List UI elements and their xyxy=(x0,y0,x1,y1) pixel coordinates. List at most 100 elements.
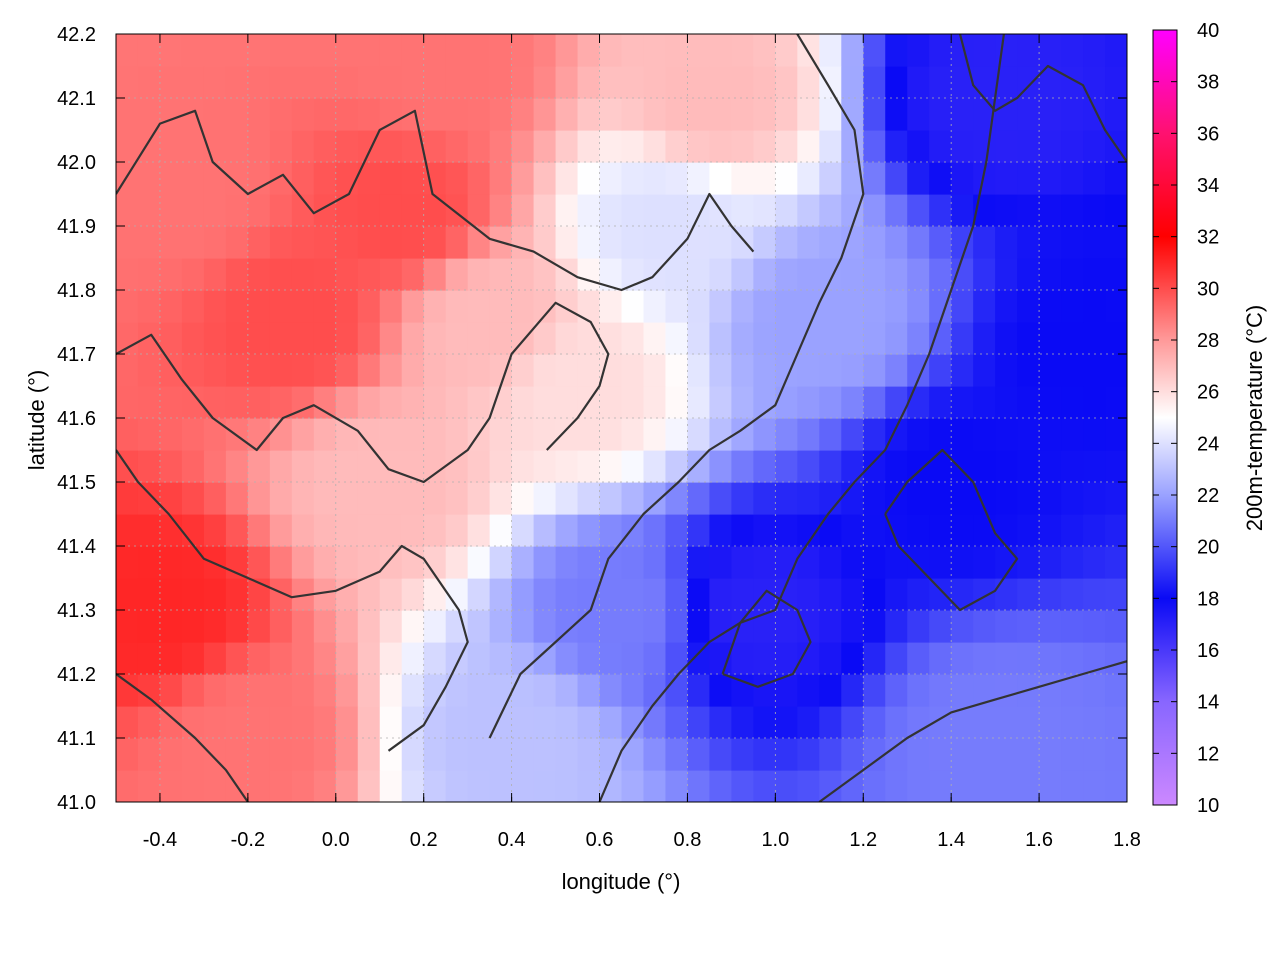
heatmap-cell xyxy=(621,226,645,259)
heatmap-cell xyxy=(313,66,337,99)
heatmap-cell xyxy=(533,418,557,451)
heatmap-cell xyxy=(1083,450,1106,483)
heatmap-cell xyxy=(291,706,315,739)
heatmap-cell xyxy=(379,322,403,355)
heatmap-cell xyxy=(423,194,447,227)
heatmap-cell xyxy=(423,418,447,451)
heatmap-cell xyxy=(1105,226,1127,259)
heatmap-cell xyxy=(181,514,205,547)
heatmap-cell xyxy=(137,546,161,579)
heatmap-cell xyxy=(687,674,711,707)
heatmap-cell xyxy=(797,66,820,99)
heatmap-cell xyxy=(335,738,359,771)
heatmap-cell xyxy=(511,386,535,419)
heatmap-cell xyxy=(1017,130,1040,163)
y-axis-ticks: 41.0 41.1 41.2 41.3 41.4 41.5 41.6 41.7 41.8 41.9… xyxy=(57,24,1127,814)
heatmap-cell xyxy=(423,482,447,515)
heatmap-cell xyxy=(291,738,315,771)
heatmap-cell xyxy=(203,66,227,99)
heatmap-cell xyxy=(929,642,952,675)
x-tick-label: -0.4 xyxy=(143,829,177,851)
heatmap-cell xyxy=(995,66,1018,99)
heatmap-cell xyxy=(1083,98,1106,131)
heatmap-cell xyxy=(1105,578,1127,611)
heatmap-cell xyxy=(467,386,491,419)
heatmap-cell xyxy=(665,514,689,547)
colorbar-tick-label: 14 xyxy=(1197,692,1219,714)
heatmap-cell xyxy=(687,34,711,67)
heatmap-cell xyxy=(731,194,754,227)
heatmap-cell xyxy=(863,418,886,451)
heatmap-cell xyxy=(445,418,469,451)
heatmap-cell xyxy=(357,674,381,707)
heatmap-cell xyxy=(181,162,205,195)
heatmap-cell xyxy=(951,770,974,802)
heatmap-cell xyxy=(137,642,161,675)
heatmap-cell xyxy=(379,610,403,643)
heatmap-cell xyxy=(1105,642,1127,675)
heatmap-cell xyxy=(533,514,557,547)
heatmap-cell xyxy=(841,34,864,67)
heatmap-cell xyxy=(401,226,425,259)
heatmap-cell xyxy=(357,482,381,515)
heatmap-cell xyxy=(533,226,557,259)
heatmap-cell xyxy=(929,226,952,259)
heatmap-cell xyxy=(929,770,952,802)
heatmap-cell xyxy=(181,674,205,707)
heatmap-cell xyxy=(489,450,513,483)
heatmap-cell xyxy=(973,738,996,771)
heatmap-cell xyxy=(819,194,842,227)
heatmap-cell xyxy=(621,386,645,419)
heatmap-cell xyxy=(225,130,249,163)
heatmap-cell xyxy=(137,674,161,707)
heatmap-cell xyxy=(555,66,579,99)
heatmap-cell xyxy=(907,642,930,675)
heatmap-cell xyxy=(379,194,403,227)
heatmap-cell xyxy=(621,418,645,451)
heatmap-cell xyxy=(423,386,447,419)
heatmap-cell xyxy=(731,674,754,707)
heatmap-cell xyxy=(357,194,381,227)
heatmap-cell xyxy=(687,482,711,515)
heatmap-cell xyxy=(665,322,689,355)
heatmap-cell xyxy=(1039,290,1062,323)
heatmap-cell xyxy=(445,482,469,515)
heatmap-cell xyxy=(797,546,820,579)
heatmap-cell xyxy=(137,194,161,227)
heatmap-cell xyxy=(159,66,183,99)
heatmap-cell xyxy=(841,258,864,291)
heatmap-cell xyxy=(1105,34,1127,67)
heatmap-cell xyxy=(797,290,820,323)
heatmap-cell xyxy=(203,290,227,323)
heatmap-cell xyxy=(401,322,425,355)
heatmap-cell xyxy=(313,578,337,611)
heatmap-cell xyxy=(797,514,820,547)
heatmap-cell xyxy=(885,514,908,547)
heatmap-cell xyxy=(599,770,623,802)
heatmap-cell xyxy=(423,450,447,483)
heatmap-cell xyxy=(709,706,732,739)
heatmap-cell xyxy=(995,194,1018,227)
heatmap-cell xyxy=(555,642,579,675)
heatmap-cell xyxy=(401,98,425,131)
heatmap-cell xyxy=(116,322,139,355)
heatmap-cell xyxy=(1083,610,1106,643)
heatmap-cell xyxy=(555,194,579,227)
heatmap-cell xyxy=(643,290,667,323)
heatmap-cell xyxy=(709,738,732,771)
colorbar-tick-label: 12 xyxy=(1197,743,1219,765)
heatmap-cell xyxy=(819,450,842,483)
heatmap-cell xyxy=(665,770,689,802)
heatmap-cell xyxy=(291,610,315,643)
heatmap-cell xyxy=(1105,546,1127,579)
heatmap-cell xyxy=(401,258,425,291)
heatmap-cell xyxy=(269,322,293,355)
heatmap-cell xyxy=(159,738,183,771)
heatmap-cell xyxy=(423,226,447,259)
heatmap-cell xyxy=(907,706,930,739)
heatmap-cell xyxy=(819,706,842,739)
heatmap-cell xyxy=(599,674,623,707)
heatmap-cell xyxy=(291,386,315,419)
heatmap-cell xyxy=(445,386,469,419)
heatmap-cell xyxy=(489,706,513,739)
